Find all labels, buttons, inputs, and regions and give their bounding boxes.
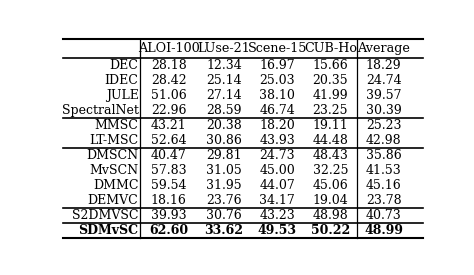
Text: 49.53: 49.53 bbox=[258, 224, 297, 237]
Text: IDEC: IDEC bbox=[105, 75, 138, 87]
Text: SDMvSC: SDMvSC bbox=[78, 224, 138, 237]
Text: 44.48: 44.48 bbox=[312, 134, 348, 147]
Text: 33.62: 33.62 bbox=[204, 224, 243, 237]
Text: 18.29: 18.29 bbox=[366, 59, 401, 72]
Text: 40.47: 40.47 bbox=[151, 149, 187, 163]
Text: 57.83: 57.83 bbox=[151, 164, 187, 177]
Text: 40.73: 40.73 bbox=[366, 209, 401, 222]
Text: 20.38: 20.38 bbox=[206, 119, 242, 132]
Text: Average: Average bbox=[357, 42, 410, 55]
Text: 30.39: 30.39 bbox=[366, 104, 401, 117]
Text: 43.23: 43.23 bbox=[259, 209, 295, 222]
Text: 23.25: 23.25 bbox=[313, 104, 348, 117]
Text: 28.59: 28.59 bbox=[206, 104, 242, 117]
Text: 20.35: 20.35 bbox=[312, 75, 348, 87]
Text: 41.99: 41.99 bbox=[312, 89, 348, 102]
Text: 45.06: 45.06 bbox=[312, 179, 348, 192]
Text: 31.05: 31.05 bbox=[206, 164, 242, 177]
Text: CUB-Ho: CUB-Ho bbox=[304, 42, 357, 55]
Text: 51.06: 51.06 bbox=[151, 89, 187, 102]
Text: 59.54: 59.54 bbox=[151, 179, 186, 192]
Text: 48.43: 48.43 bbox=[312, 149, 348, 163]
Text: 50.22: 50.22 bbox=[311, 224, 350, 237]
Text: 30.76: 30.76 bbox=[206, 209, 242, 222]
Text: 52.64: 52.64 bbox=[151, 134, 187, 147]
Text: 35.86: 35.86 bbox=[366, 149, 401, 163]
Text: 19.11: 19.11 bbox=[312, 119, 348, 132]
Text: 29.81: 29.81 bbox=[206, 149, 242, 163]
Text: 34.17: 34.17 bbox=[259, 194, 295, 207]
Text: 28.42: 28.42 bbox=[151, 75, 187, 87]
Text: 45.16: 45.16 bbox=[366, 179, 401, 192]
Text: JULE: JULE bbox=[106, 89, 138, 102]
Text: 43.93: 43.93 bbox=[259, 134, 295, 147]
Text: S2DMVSC: S2DMVSC bbox=[72, 209, 138, 222]
Text: 19.04: 19.04 bbox=[312, 194, 348, 207]
Text: 48.98: 48.98 bbox=[312, 209, 348, 222]
Text: 25.14: 25.14 bbox=[206, 75, 242, 87]
Text: Scene-15: Scene-15 bbox=[247, 42, 307, 55]
Text: 42.98: 42.98 bbox=[366, 134, 401, 147]
Text: 32.25: 32.25 bbox=[313, 164, 348, 177]
Text: SpectralNet: SpectralNet bbox=[62, 104, 138, 117]
Text: 41.53: 41.53 bbox=[366, 164, 401, 177]
Text: 31.95: 31.95 bbox=[206, 179, 242, 192]
Text: MvSCN: MvSCN bbox=[90, 164, 138, 177]
Text: LT-MSC: LT-MSC bbox=[90, 134, 138, 147]
Text: 24.73: 24.73 bbox=[259, 149, 295, 163]
Text: LUse-21: LUse-21 bbox=[198, 42, 250, 55]
Text: DMSCN: DMSCN bbox=[86, 149, 138, 163]
Text: 43.21: 43.21 bbox=[151, 119, 187, 132]
Text: 23.78: 23.78 bbox=[366, 194, 401, 207]
Text: 12.34: 12.34 bbox=[206, 59, 242, 72]
Text: DMMC: DMMC bbox=[93, 179, 138, 192]
Text: 23.76: 23.76 bbox=[206, 194, 242, 207]
Text: 46.74: 46.74 bbox=[259, 104, 295, 117]
Text: 27.14: 27.14 bbox=[206, 89, 242, 102]
Text: DEC: DEC bbox=[109, 59, 138, 72]
Text: 62.60: 62.60 bbox=[149, 224, 188, 237]
Text: ALOI-100: ALOI-100 bbox=[138, 42, 200, 55]
Text: MMSC: MMSC bbox=[95, 119, 138, 132]
Text: 16.97: 16.97 bbox=[259, 59, 295, 72]
Text: 15.66: 15.66 bbox=[312, 59, 348, 72]
Text: DEMVC: DEMVC bbox=[88, 194, 138, 207]
Text: 18.20: 18.20 bbox=[259, 119, 295, 132]
Text: 39.93: 39.93 bbox=[151, 209, 187, 222]
Text: 24.74: 24.74 bbox=[366, 75, 401, 87]
Text: 44.07: 44.07 bbox=[259, 179, 295, 192]
Text: 48.99: 48.99 bbox=[364, 224, 403, 237]
Text: 18.16: 18.16 bbox=[151, 194, 187, 207]
Text: 25.03: 25.03 bbox=[259, 75, 295, 87]
Text: 30.86: 30.86 bbox=[206, 134, 242, 147]
Text: 28.18: 28.18 bbox=[151, 59, 187, 72]
Text: 39.57: 39.57 bbox=[366, 89, 401, 102]
Text: 22.96: 22.96 bbox=[151, 104, 186, 117]
Text: 38.10: 38.10 bbox=[259, 89, 295, 102]
Text: 45.00: 45.00 bbox=[259, 164, 295, 177]
Text: 25.23: 25.23 bbox=[366, 119, 401, 132]
